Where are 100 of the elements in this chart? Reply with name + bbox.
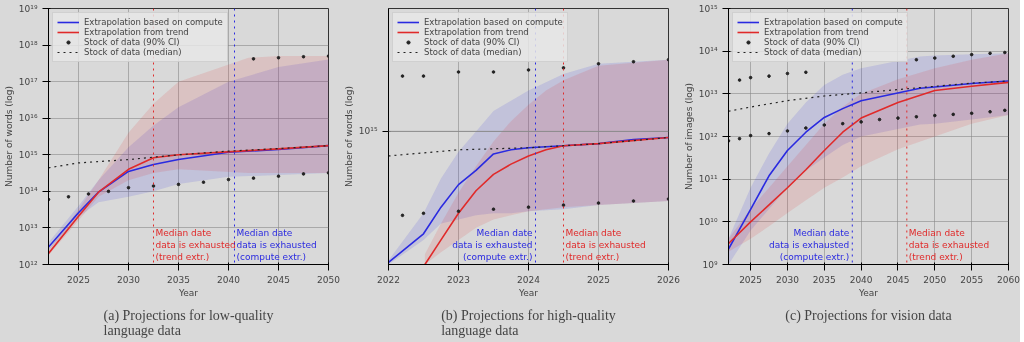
- point: [400, 213, 405, 218]
- ref-line-label: Median date data is exhausted (compute extr.): [236, 227, 317, 262]
- legend-label: Stock of data (median): [764, 47, 862, 57]
- y-tick-label: 10¹⁸: [18, 40, 38, 51]
- y-tick-label: 10¹⁰: [698, 216, 718, 227]
- x-tick-label: 2055: [960, 274, 984, 285]
- ref-line-label: Median date data is exhausted (trend extr.): [908, 227, 990, 262]
- x-tick-label: 2035: [812, 274, 836, 285]
- point: [201, 180, 206, 184]
- point: [969, 52, 974, 57]
- x-tick-label: 2040: [849, 274, 873, 285]
- point: [1003, 108, 1007, 113]
- point: [66, 195, 71, 199]
- x-tick-label: 2035: [167, 274, 190, 285]
- x-tick-label: 2024: [517, 274, 541, 285]
- point: [106, 189, 111, 194]
- legend-label: Extrapolation based on compute: [84, 17, 223, 27]
- ref-line-label: Median date data is exhausted (trend extr.): [565, 227, 646, 262]
- text: (b) Projections for high-quality language data: [441, 307, 616, 338]
- point: [859, 120, 863, 124]
- y-tick-label: 10¹¹: [698, 174, 718, 185]
- point: [276, 55, 281, 60]
- y-tick-label: 10¹⁵: [18, 149, 38, 160]
- point: [561, 203, 566, 207]
- point: [251, 57, 256, 61]
- x-tick-label: 2045: [886, 274, 910, 285]
- x-tick-label: 2026: [657, 274, 681, 285]
- point: [748, 75, 753, 80]
- point: [631, 59, 636, 64]
- legend-label: Stock of data (90% CI): [764, 37, 860, 47]
- point: [804, 126, 808, 130]
- point: [421, 211, 426, 216]
- ref-line-label: 10¹⁵: [358, 126, 378, 137]
- y-axis-title: Number of words (log): [3, 86, 14, 187]
- point: [276, 174, 281, 178]
- y-tick-label: 10¹⁴: [698, 46, 718, 57]
- y-tick-label: 10¹²: [698, 131, 718, 142]
- x-axis-title: Year: [177, 287, 199, 298]
- legend-label: Extrapolation based on compute: [764, 17, 903, 27]
- ref-line-label: Median date data is exhausted (trend extr.): [155, 227, 236, 262]
- point: [251, 176, 256, 180]
- point: [176, 182, 181, 187]
- x-tick-label: 2040: [217, 274, 241, 285]
- text: (a) Projections for low-quality language data: [103, 307, 274, 338]
- y-axis-title: Number of words (log): [343, 86, 354, 187]
- legend-label: Extrapolation from trend: [764, 27, 869, 37]
- point: [456, 209, 461, 214]
- point: [596, 201, 601, 205]
- legend-label: Stock of data (median): [424, 47, 522, 57]
- y-tick-label: 10¹³: [18, 222, 38, 233]
- x-tick-label: 2030: [776, 274, 800, 285]
- point: [822, 123, 827, 127]
- point: [1003, 50, 1007, 55]
- point: [877, 117, 882, 122]
- x-tick-label: 2050: [317, 274, 341, 285]
- point: [896, 116, 900, 120]
- point: [456, 70, 461, 74]
- ref-line-label: Median date data is exhausted (compute extr.): [769, 227, 850, 262]
- point: [226, 177, 231, 182]
- point: [988, 51, 992, 56]
- y-tick-label: 10¹⁶: [18, 113, 38, 124]
- point: [301, 172, 306, 176]
- point: [400, 74, 405, 78]
- x-tick-label: 2030: [117, 274, 141, 285]
- y-tick-label: 10¹⁷: [18, 76, 38, 87]
- point: [631, 199, 636, 203]
- point: [767, 74, 771, 78]
- y-tick-label: 10¹⁹: [18, 3, 38, 14]
- point: [596, 62, 601, 66]
- point: [969, 111, 974, 116]
- point: [933, 113, 937, 118]
- point: [951, 112, 956, 117]
- x-tick-label: 2060: [997, 274, 1021, 285]
- text: (c) Projections for vision data: [785, 307, 953, 324]
- legend-label: Extrapolation from trend: [424, 27, 529, 37]
- point: [526, 205, 531, 209]
- point: [767, 131, 771, 136]
- ref-line-label: Median date data is exhausted (compute extr.): [452, 227, 533, 262]
- point: [785, 129, 790, 133]
- point: [737, 78, 742, 82]
- y-tick-label: 10¹⁴: [18, 186, 38, 197]
- point: [301, 54, 306, 59]
- point: [933, 56, 937, 60]
- legend-label: Extrapolation from trend: [84, 27, 189, 37]
- point: [988, 109, 992, 114]
- x-tick-label: 2023: [447, 274, 470, 285]
- point: [86, 192, 91, 196]
- x-tick-label: 2045: [267, 274, 290, 285]
- point: [526, 68, 531, 72]
- x-axis-title: Year: [517, 287, 539, 298]
- y-tick-label: 10¹⁵: [698, 3, 718, 14]
- point: [914, 57, 919, 62]
- point: [421, 74, 426, 78]
- point: [951, 54, 956, 59]
- point: [126, 185, 131, 190]
- y-tick-label: 10⁹: [702, 259, 718, 270]
- point: [737, 136, 742, 141]
- x-tick-label: 2022: [377, 274, 400, 285]
- x-tick-label: 2025: [587, 274, 610, 285]
- point: [840, 121, 845, 126]
